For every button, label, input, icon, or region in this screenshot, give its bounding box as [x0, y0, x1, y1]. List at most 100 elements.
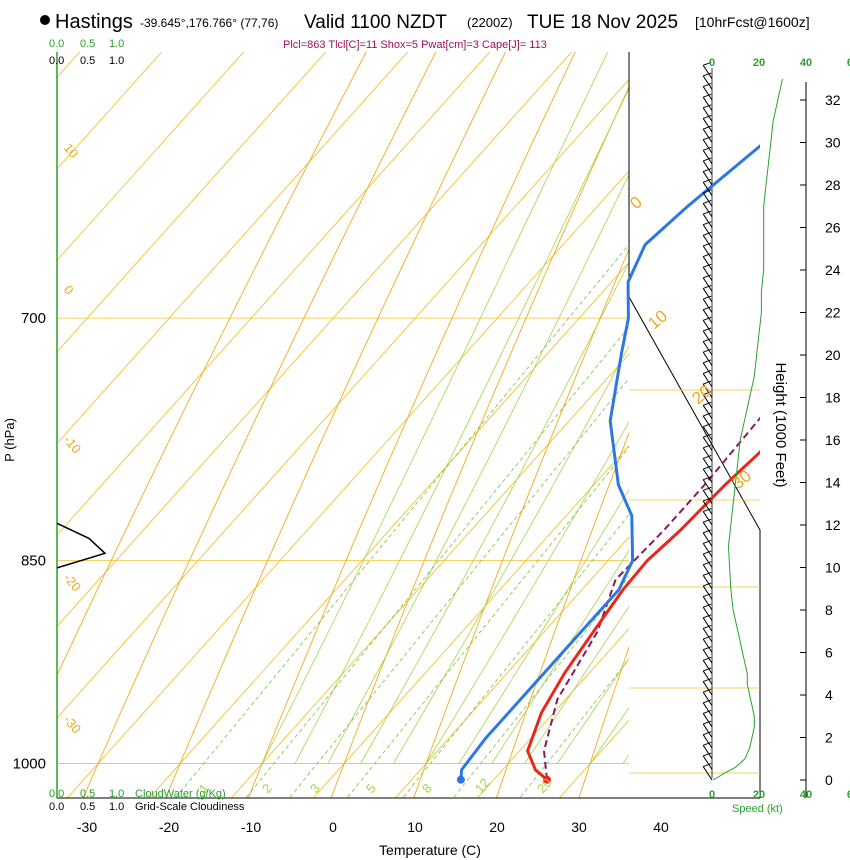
- wind-barb: [702, 511, 713, 526]
- mixing-ratio-line: [288, 377, 629, 798]
- mixing-ratio-label: 12: [472, 775, 493, 796]
- wind-barb: [702, 330, 713, 345]
- wind-barb-feather: [703, 242, 712, 247]
- wind-barb: [702, 681, 713, 696]
- cloudiness-tick-bottom: 0.5: [80, 801, 95, 813]
- x-tick-label: 20: [489, 819, 505, 835]
- mixing-ratio-label: 20: [534, 775, 555, 796]
- speed-tick-top: 60: [847, 57, 850, 69]
- wind-barb: [702, 235, 713, 250]
- wind-barb: [702, 118, 713, 133]
- wind-barb-feather: [703, 253, 712, 258]
- height-tick-label: 14: [825, 475, 841, 491]
- wind-barb: [702, 755, 713, 770]
- wind-barb: [702, 171, 713, 186]
- thermo-lines-right: [628, 52, 761, 798]
- wind-barb: [702, 596, 713, 611]
- dry-adiabat: [247, 52, 576, 798]
- moist-adiabat: [392, 345, 629, 764]
- moist-adiabat: [327, 173, 629, 764]
- wind-barb: [702, 277, 713, 292]
- wind-barb: [702, 660, 713, 675]
- wind-barb-feather: [703, 709, 712, 714]
- isotherm-line: [57, 52, 573, 628]
- wind-barb-feather: [703, 348, 712, 353]
- wind-barb-feather: [703, 189, 712, 194]
- wind-barb-feather: [703, 72, 712, 77]
- wind-barb: [702, 373, 713, 388]
- wind-barb-feather: [703, 752, 712, 757]
- wind-barb: [702, 479, 713, 494]
- x-tick-label: 10: [407, 819, 423, 835]
- wind-barb-feather: [703, 231, 712, 236]
- isotherm-line: [148, 261, 629, 798]
- wind-barb-feather: [703, 763, 712, 768]
- height-tick-label: 32: [825, 92, 841, 108]
- speed-tick-top: 0: [709, 57, 715, 69]
- wind-barb: [702, 362, 713, 377]
- wind-barb-feather: [703, 401, 712, 406]
- wind-barb-feather: [703, 295, 712, 300]
- height-tick-label: 8: [825, 602, 833, 618]
- dry-adiabat: [57, 52, 367, 677]
- moist-adiabat: [458, 489, 629, 764]
- wind-barb: [702, 320, 713, 335]
- wind-barb-feather: [703, 465, 712, 470]
- wind-barb: [702, 766, 713, 781]
- wind-barb: [702, 181, 713, 196]
- dry-adiabat: [165, 52, 507, 798]
- wind-barb: [702, 490, 713, 505]
- plot-right-border: [628, 52, 761, 798]
- height-tick-label: 16: [825, 432, 841, 448]
- x-axis-label: Temperature (C): [379, 842, 481, 858]
- cloudiness-tick-top: 0.5: [80, 55, 95, 67]
- wind-barb-feather: [703, 83, 712, 88]
- wind-barb-feather: [703, 221, 712, 226]
- dry-adiabat: [578, 645, 629, 798]
- height-tick-label: 22: [825, 305, 841, 321]
- wind-barb: [702, 447, 713, 462]
- height-tick-label: 4: [825, 687, 833, 703]
- theta-label: -20: [61, 570, 85, 594]
- height-tick-label: 10: [825, 560, 841, 576]
- wind-barbs: [702, 61, 713, 781]
- mixing-ratio-line: [346, 446, 629, 798]
- height-tick-label: 6: [825, 645, 833, 661]
- wind-barb: [702, 128, 713, 143]
- moist-adiabat: [261, 52, 609, 764]
- speed-profile: 00202040406060: [709, 57, 850, 801]
- height-tick-label: 28: [825, 177, 841, 193]
- moist-adiabat: [360, 261, 629, 764]
- wind-barb: [702, 203, 713, 218]
- wind-barb-feather: [703, 518, 712, 523]
- wind-barb: [702, 617, 713, 632]
- wind-barb: [702, 150, 713, 165]
- utc-time: (2200Z): [467, 15, 513, 30]
- thermo-lines: [57, 52, 629, 798]
- wind-barb: [702, 702, 713, 717]
- x-tick-label: -10: [241, 819, 261, 835]
- wind-barb-feather: [703, 741, 712, 746]
- wind-barb: [702, 86, 713, 101]
- wind-barb-feather: [703, 656, 712, 661]
- wind-barb-feather: [703, 433, 712, 438]
- moist-adiabat: [491, 549, 629, 764]
- x-tick-label: 40: [653, 819, 669, 835]
- wind-barb-feather: [703, 146, 712, 151]
- isotherm-line: [66, 170, 629, 798]
- wind-barb-feather: [703, 529, 712, 534]
- speed-tick-bottom: 60: [847, 789, 850, 801]
- p-ticks: 2503004005007008501000: [13, 310, 46, 772]
- wind-barb: [702, 532, 713, 547]
- theta-label: -30: [61, 712, 85, 736]
- mixing-ratio-line: [402, 514, 629, 798]
- valid-time: Valid 1100 NZDT: [304, 12, 447, 33]
- wind-barb-feather: [703, 731, 712, 736]
- cloud-water-tick-top: 0.5: [80, 38, 95, 50]
- wind-barb: [702, 458, 713, 473]
- cloud-water-tick-bottom: 0.0: [49, 788, 64, 800]
- cloudiness-tick-bottom: 1.0: [109, 801, 124, 813]
- height-tick-label: 2: [825, 730, 833, 746]
- wind-barb: [702, 341, 713, 356]
